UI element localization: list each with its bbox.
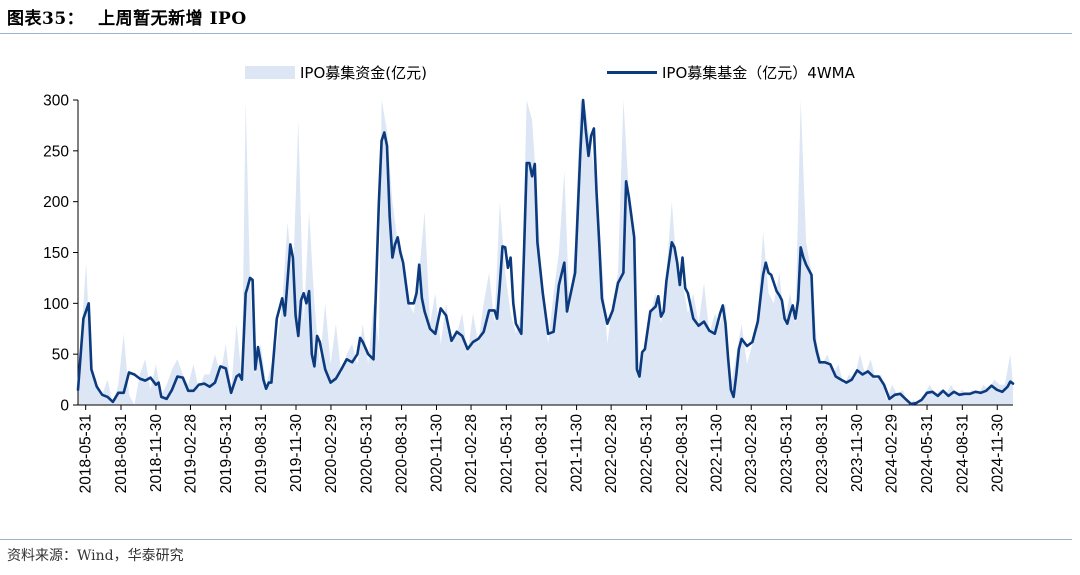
area-layer [78, 100, 1013, 405]
y-tick-label: 250 [43, 143, 69, 160]
x-tick-label: 2019-08-31 [253, 414, 270, 493]
y-tick-label: 100 [43, 296, 69, 313]
x-tick-label: 2023-02-28 [743, 414, 760, 493]
bottom-rule [0, 539, 1072, 540]
x-tick-label: 2023-11-30 [849, 414, 866, 493]
x-tick-label: 2019-11-30 [288, 414, 305, 493]
x-tick-label: 2022-02-28 [603, 414, 620, 493]
y-tick-label: 150 [43, 245, 69, 262]
legend-line-label: IPO募集基金（亿元）4WMA [662, 64, 856, 82]
x-tick-label: 2022-11-30 [709, 414, 726, 493]
ipo-4wma-line [76, 98, 1015, 406]
source-note: 资料来源：Wind，华泰研究 [7, 548, 184, 564]
x-tick-label: 2020-02-29 [323, 414, 340, 493]
axis-layer: 0 50 100 150 200 250 300 2018-05-31 2018-08-31 20… [43, 93, 1013, 493]
legend-area-label: IPO募集资金(亿元) [300, 64, 427, 82]
chart-svg: 0 50 100 150 200 250 300 2018-05-31 2018-08-31 20… [43, 64, 1015, 493]
y-tick-label: 0 [60, 398, 69, 415]
x-tick-label: 2020-08-31 [394, 414, 411, 493]
x-tick-label: 2021-08-31 [534, 414, 551, 493]
x-tick-label: 2024-02-29 [884, 414, 901, 493]
x-tick-label: 2020-05-31 [358, 414, 375, 493]
figure-title: 图表35： 上周暂无新增 IPO [7, 4, 247, 29]
legend-area-swatch [245, 66, 295, 79]
x-tick-label: 2024-08-31 [954, 414, 971, 493]
x-tick-label: 2018-08-31 [113, 414, 130, 493]
x-tick-label: 2018-11-30 [148, 414, 165, 493]
legend: IPO募集资金(亿元) IPO募集基金（亿元）4WMA [245, 64, 856, 82]
x-tick-label: 2021-11-30 [569, 414, 586, 493]
x-tick-label: 2022-05-31 [638, 414, 655, 493]
x-tick-label: 2019-02-28 [183, 414, 200, 493]
x-tick-label: 2024-05-31 [919, 414, 936, 493]
x-tick-label: 2024-11-30 [989, 414, 1006, 493]
x-tick-label: 2019-05-31 [218, 414, 235, 493]
x-tick-label: 2018-05-31 [78, 414, 95, 493]
x-tick-label: 2022-08-31 [674, 414, 691, 493]
line-layer [76, 98, 1015, 406]
title-text: 上周暂无新增 IPO [98, 9, 247, 29]
x-tick-label: 2020-11-30 [429, 414, 446, 493]
y-tick-label: 300 [43, 93, 69, 110]
x-tick-label: 2023-05-31 [779, 414, 796, 493]
ipo-raise-area [78, 100, 1013, 405]
y-tick-label: 200 [43, 194, 69, 211]
top-rule [0, 33, 1072, 34]
x-tick-label: 2021-02-28 [463, 414, 480, 493]
figure-label: 图表35： [7, 9, 85, 29]
x-tick-label: 2021-05-31 [498, 414, 515, 493]
y-tick-label: 50 [52, 347, 70, 364]
x-tick-label: 2023-08-31 [814, 414, 831, 493]
